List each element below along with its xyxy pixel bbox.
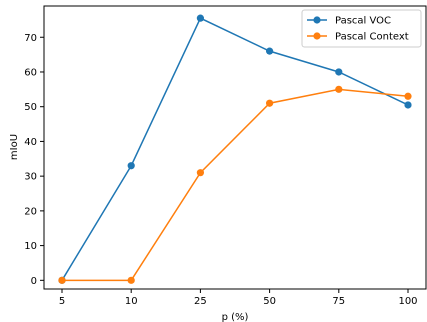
y-tick-label: 20 xyxy=(24,206,37,217)
data-point xyxy=(404,92,412,100)
data-point xyxy=(196,169,204,177)
legend-swatch-marker xyxy=(313,32,321,40)
data-point xyxy=(196,14,204,22)
y-axis-title: mIoU xyxy=(9,134,20,160)
legend-label: Pascal VOC xyxy=(335,16,391,27)
legend-label: Pascal Context xyxy=(335,32,409,43)
x-axis-title: p (%) xyxy=(222,312,249,322)
y-tick-label: 50 xyxy=(24,102,37,113)
data-point xyxy=(404,101,412,109)
x-tick-label: 10 xyxy=(125,296,138,307)
data-point xyxy=(335,68,343,76)
y-tick-label: 0 xyxy=(31,276,37,287)
plot-frame xyxy=(43,5,427,290)
x-tick-label: 5 xyxy=(59,296,65,307)
x-tick-label: 50 xyxy=(263,296,276,307)
legend: Pascal VOC Pascal Context xyxy=(301,9,422,48)
y-tick-label: 10 xyxy=(24,241,37,252)
data-point xyxy=(127,276,135,284)
y-tick-label: 60 xyxy=(24,67,37,78)
series-layer xyxy=(58,14,412,284)
legend-frame xyxy=(301,9,422,48)
y-tick-label: 70 xyxy=(24,33,37,44)
data-point xyxy=(58,276,66,284)
series-line xyxy=(62,88,409,282)
x-tick-label: 25 xyxy=(194,296,207,307)
data-point xyxy=(266,47,274,55)
data-point xyxy=(266,99,274,107)
y-tick-label: 30 xyxy=(24,172,37,183)
legend-swatch-marker xyxy=(313,16,321,24)
x-tick-label: 100 xyxy=(398,296,417,307)
x-tick-label: 75 xyxy=(332,296,345,307)
axis-ticks: 5 10 25 50 75 100 0 10 20 30 40 50 60 70 xyxy=(24,33,417,307)
series-line xyxy=(61,17,409,281)
data-point xyxy=(335,85,343,93)
data-point xyxy=(127,162,135,170)
y-tick-label: 40 xyxy=(24,137,37,148)
